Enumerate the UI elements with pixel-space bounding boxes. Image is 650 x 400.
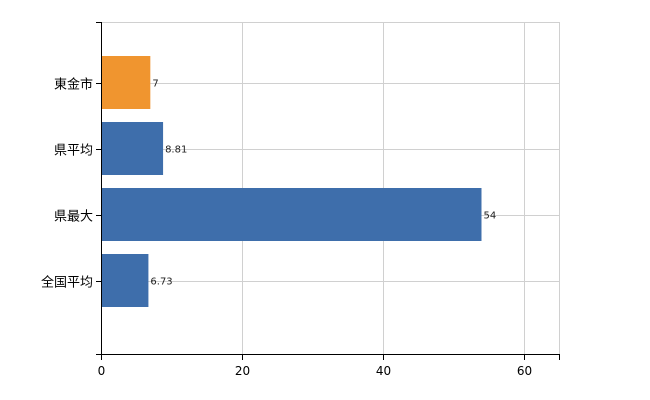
bar-県平均 bbox=[102, 122, 164, 175]
data-label: 54 bbox=[483, 211, 496, 222]
category-label: 東金市 bbox=[54, 77, 93, 93]
bar-東金市 bbox=[102, 56, 151, 109]
data-label: 6.73 bbox=[150, 277, 172, 288]
data-label: 8.81 bbox=[165, 145, 187, 156]
category-label: 県最大 bbox=[54, 210, 93, 225]
data-label: 7 bbox=[152, 79, 158, 90]
data-labels: 7 8.81 54 6.73 bbox=[150, 79, 496, 288]
grid-lines bbox=[101, 22, 560, 354]
bar-県最大 bbox=[102, 188, 482, 241]
category-label: 全国平均 bbox=[41, 275, 93, 291]
bar-全国平均 bbox=[102, 254, 149, 307]
x-tick-label: 60 bbox=[517, 364, 532, 378]
x-tick-label: 0 bbox=[98, 364, 106, 378]
x-tick-label: 40 bbox=[376, 364, 391, 378]
category-label: 県平均 bbox=[54, 144, 93, 159]
bars bbox=[102, 56, 482, 307]
x-tick-label: 20 bbox=[235, 364, 250, 378]
